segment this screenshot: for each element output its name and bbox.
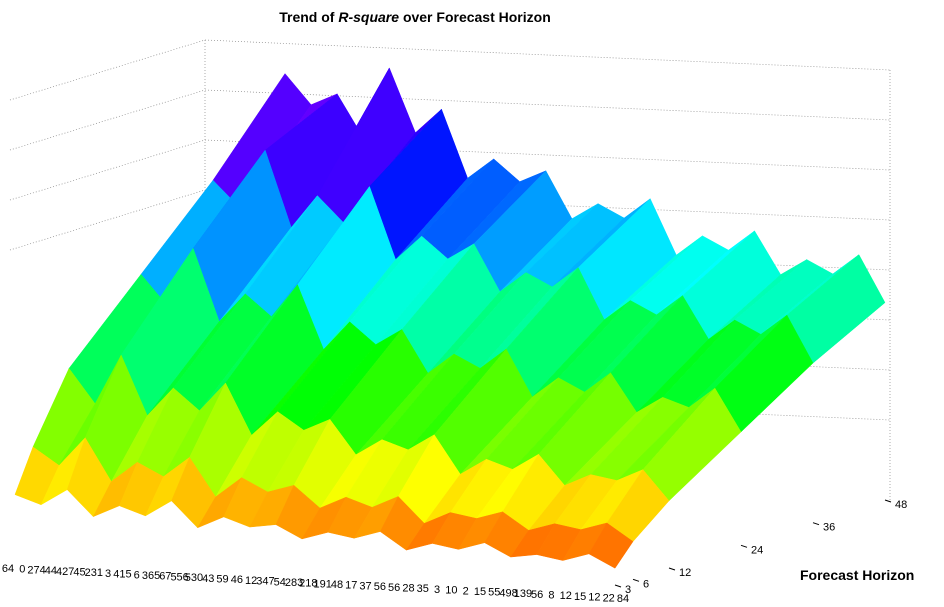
x-tick-label: 274 xyxy=(27,564,45,576)
x-tick-label: 427 xyxy=(56,566,74,578)
x-tick-label: 54 xyxy=(274,576,286,588)
y-tick xyxy=(812,522,820,526)
x-tick-label: 17 xyxy=(345,580,357,592)
y-tick xyxy=(884,499,892,503)
y-tick-label: 6 xyxy=(643,578,649,590)
x-tick-label: 48 xyxy=(331,579,343,591)
x-tick-label: 10 xyxy=(445,585,457,597)
x-tick-label: 35 xyxy=(417,583,429,595)
x-tick-label: 231 xyxy=(85,567,103,579)
x-tick-label: 37 xyxy=(359,580,371,592)
x-tick-label: 46 xyxy=(231,574,243,586)
x-tick-label: 191 xyxy=(313,578,331,590)
x-tick-label: 22 xyxy=(603,592,615,604)
x-tick-label: 498 xyxy=(499,587,517,599)
y-tick-label: 3 xyxy=(625,584,631,596)
x-tick-label: 44 xyxy=(45,565,57,577)
x-tick-label: 8 xyxy=(548,590,554,602)
x-tick-label: 365 xyxy=(142,570,160,582)
chart-title: Trend of R-square over Forecast Horizon xyxy=(279,9,551,25)
y-tick-label: 24 xyxy=(751,544,763,556)
x-tick-label: 15 xyxy=(474,586,486,598)
x-tick-label: 3 xyxy=(434,584,440,596)
x-tick-label: 56 xyxy=(388,582,400,594)
x-tick-label: 218 xyxy=(299,578,317,590)
x-tick-label: 56 xyxy=(531,589,543,601)
y-tick xyxy=(668,567,676,571)
x-tick-label: 3 xyxy=(105,568,111,580)
x-tick-label: 45 xyxy=(73,566,85,578)
title-suffix: over Forecast Horizon xyxy=(403,9,551,25)
y-tick xyxy=(614,584,622,588)
x-tick-label: 55 xyxy=(488,587,500,599)
x-tick-label: 283 xyxy=(285,577,303,589)
x-tick-label: 64 xyxy=(2,563,14,575)
title-prefix: Trend of xyxy=(279,9,335,25)
title-italic: R-square xyxy=(338,9,399,25)
x-tick-label: 59 xyxy=(216,573,228,585)
surface-patch xyxy=(588,522,634,569)
x-tick-label: 0 xyxy=(19,564,25,576)
x-tick-label: 28 xyxy=(402,583,414,595)
y-tick xyxy=(632,578,640,582)
y-tick xyxy=(740,544,748,548)
x-tick-label: 415 xyxy=(113,569,131,581)
surface xyxy=(14,67,886,569)
x-tick-label: 43 xyxy=(202,573,214,585)
x-tick-label: 12 xyxy=(245,575,257,587)
y-axis-label: Forecast Horizon xyxy=(800,567,914,583)
y-tick-label: 48 xyxy=(895,499,907,511)
x-tick-label: 347 xyxy=(256,576,274,588)
x-tick-label: 12 xyxy=(560,590,572,602)
x-tick-label: 556 xyxy=(170,571,188,583)
x-tick-label: 67 xyxy=(159,571,171,583)
x-tick-label: 56 xyxy=(374,581,386,593)
x-tick-label: 15 xyxy=(574,591,586,603)
y-tick-label: 36 xyxy=(823,522,835,534)
y-tick-label: 12 xyxy=(679,567,691,579)
x-tick-label: 2 xyxy=(463,585,469,597)
x-tick-label: 12 xyxy=(588,592,600,604)
x-tick-label: 530 xyxy=(185,572,203,584)
x-tick-label: 84 xyxy=(617,593,629,605)
x-tick-label: 139 xyxy=(514,588,532,600)
x-tick-label: 6 xyxy=(134,569,140,581)
